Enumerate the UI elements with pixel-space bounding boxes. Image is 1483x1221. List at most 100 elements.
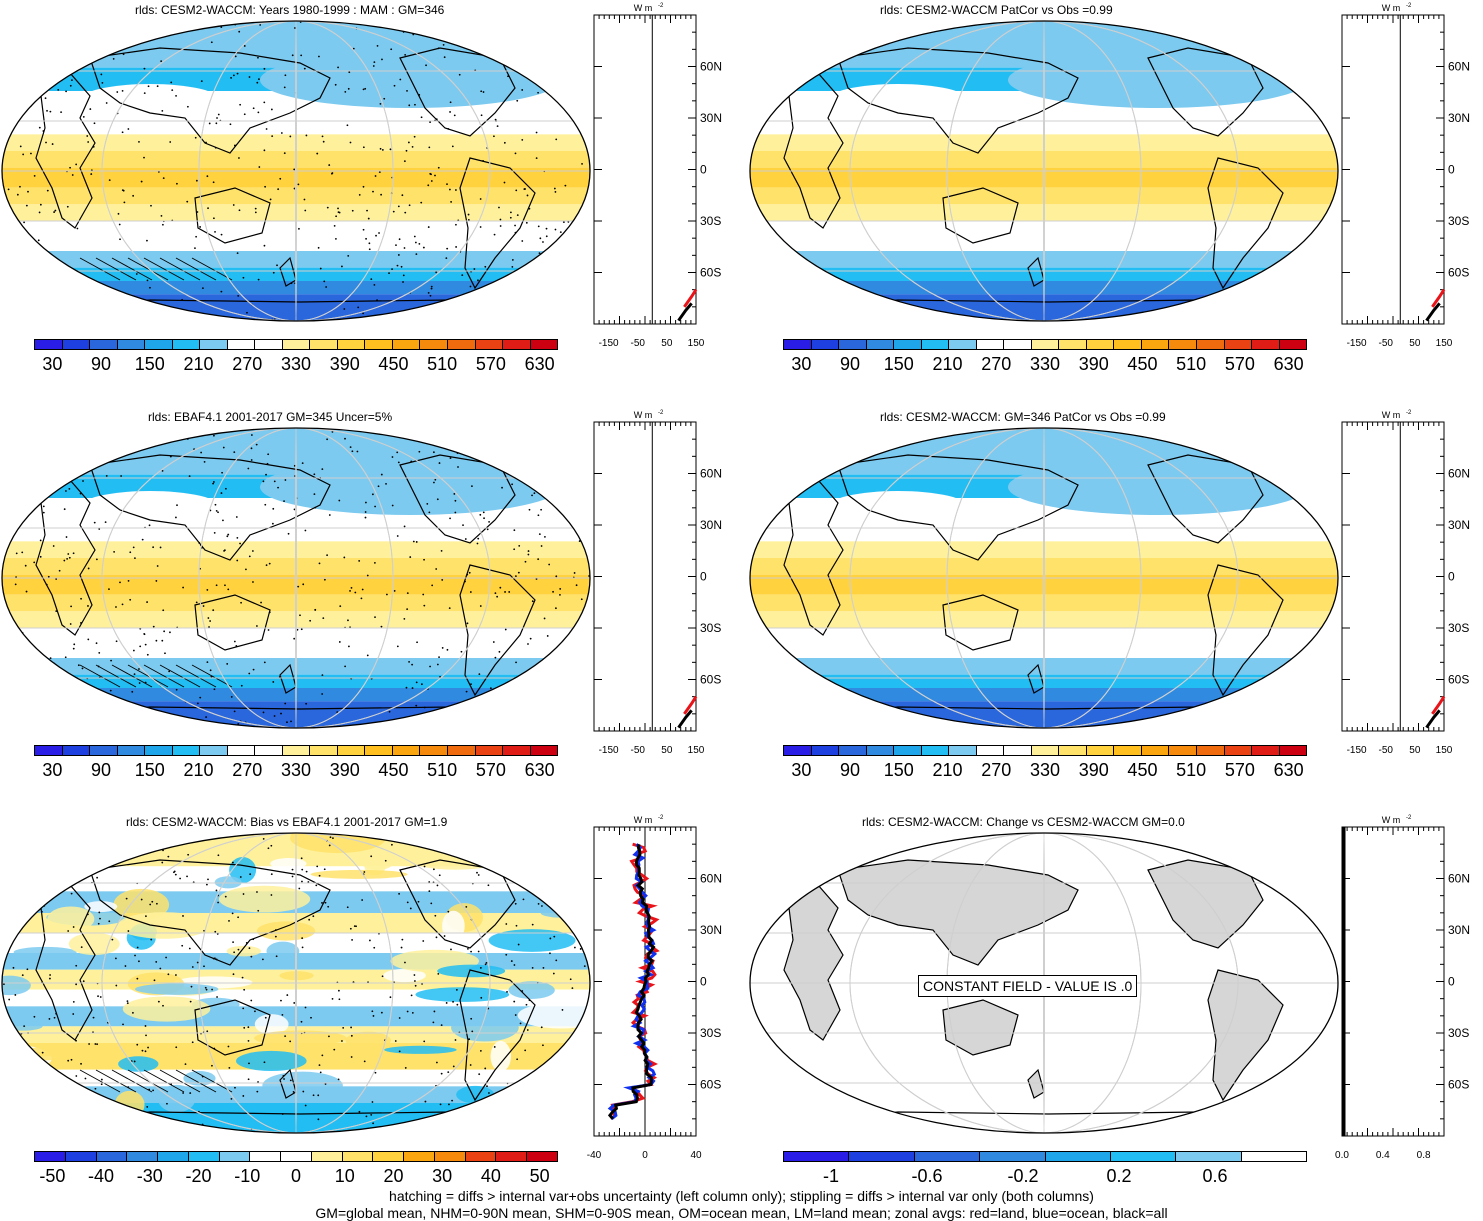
stipple-dot <box>45 886 48 889</box>
stipple-dot <box>247 1039 250 1042</box>
stipple-dot <box>450 948 452 951</box>
stipple-dot <box>59 425 61 426</box>
colorbar-swatch <box>1141 340 1170 349</box>
colorbar-swatch <box>894 340 922 349</box>
stipple-dot <box>530 306 533 309</box>
stipple-dot <box>113 550 116 553</box>
stipple-dot <box>42 505 45 508</box>
stipple-dot <box>513 529 516 532</box>
stipple-dot <box>217 511 219 514</box>
stipple-dot <box>482 458 485 461</box>
stipple-dot <box>581 162 583 165</box>
stipple-dot <box>117 212 120 215</box>
stipple-dot <box>33 561 36 564</box>
stipple-dot <box>479 966 482 969</box>
stipple-dot <box>537 225 540 228</box>
stipple-dot <box>269 198 272 201</box>
stipple-dot <box>426 502 429 505</box>
stipple-dot <box>315 884 318 887</box>
stipple-dot <box>391 432 393 435</box>
profile-y-tick-label: 30N <box>700 518 722 532</box>
stipple-dot <box>564 671 567 674</box>
stipple-dot <box>484 454 487 457</box>
stipple-dot <box>455 306 458 309</box>
profile-units: W m <box>1382 3 1401 13</box>
stipple-dot <box>374 1071 377 1074</box>
stipple-dot <box>143 633 146 636</box>
stipple-dot <box>314 608 317 611</box>
stipple-dot <box>109 835 111 838</box>
stipple-dot <box>196 702 199 705</box>
stipple-dot <box>560 848 563 851</box>
stipple-dot <box>252 938 255 941</box>
stipple-dot <box>180 724 183 727</box>
stipple-dot <box>247 1078 250 1081</box>
stipple-dot <box>365 1115 368 1118</box>
stipple-dot <box>413 426 415 428</box>
stipple-dot <box>65 90 67 93</box>
stipple-dot <box>63 559 66 562</box>
hatch-line <box>95 257 137 281</box>
stipple-dot <box>97 995 99 998</box>
stipple-dot <box>102 52 105 55</box>
stipple-dot <box>526 1029 529 1031</box>
stipple-dot <box>194 247 196 250</box>
stipple-dot <box>505 21 508 24</box>
stipple-dot <box>462 841 465 844</box>
stipple-dot <box>88 1043 91 1045</box>
stipple-dot <box>391 504 394 507</box>
bias-patch <box>85 1110 144 1119</box>
stipple-dot <box>169 455 172 458</box>
profile-units: W m <box>1382 410 1401 420</box>
stipple-dot <box>362 146 365 149</box>
stipple-dot <box>3 84 6 87</box>
stipple-dot <box>368 939 371 942</box>
stipple-dot <box>110 313 113 316</box>
stipple-dot <box>234 55 237 58</box>
stipple-dot <box>213 688 216 691</box>
stipple-dot <box>381 975 384 978</box>
stipple-dot <box>580 515 583 518</box>
stipple-dot <box>265 128 268 130</box>
stipple-dot <box>424 1100 427 1103</box>
stipple-dot <box>415 541 418 543</box>
bias-patch <box>508 981 555 999</box>
stipple-dot <box>129 551 132 554</box>
stipple-dot <box>398 1050 401 1053</box>
stipple-dot <box>127 433 130 436</box>
stipple-dot <box>257 111 260 114</box>
stipple-dot <box>283 86 286 89</box>
stipple-dot <box>273 715 276 717</box>
profile-x-tick-label: 50 <box>1409 745 1421 756</box>
map-panel <box>749 20 1339 322</box>
stipple-dot <box>351 450 354 453</box>
map-border <box>749 832 1339 1134</box>
stipple-dot <box>529 637 532 640</box>
stipple-dot <box>82 451 85 454</box>
continent-outline <box>399 47 516 137</box>
stipple-dot <box>121 603 124 606</box>
stipple-dot <box>531 967 534 969</box>
stipple-dot <box>531 494 533 497</box>
stipple-dot <box>205 988 208 991</box>
stipple-dot <box>273 480 276 483</box>
stipple-dot <box>467 947 469 950</box>
stipple-dot <box>117 432 120 434</box>
profile-frame <box>593 14 697 325</box>
stipple-dot <box>239 103 242 106</box>
colorbar-tick-label: -40 <box>88 1166 115 1186</box>
stipple-dot <box>89 697 92 700</box>
colorbar-swatch <box>1059 340 1087 349</box>
stipple-dot <box>324 901 327 904</box>
stipple-dot <box>226 663 229 665</box>
stipple-dot <box>215 509 218 512</box>
stipple-dot <box>0 447 1 449</box>
bias-patch <box>488 929 576 952</box>
stipple-dot <box>363 1060 366 1063</box>
stipple-dot <box>238 209 241 212</box>
stipple-dot <box>541 479 543 482</box>
stipple-dot <box>233 710 236 713</box>
stipple-dot <box>270 108 273 111</box>
stipple-dot <box>505 292 508 294</box>
stipple-dot <box>103 864 106 867</box>
